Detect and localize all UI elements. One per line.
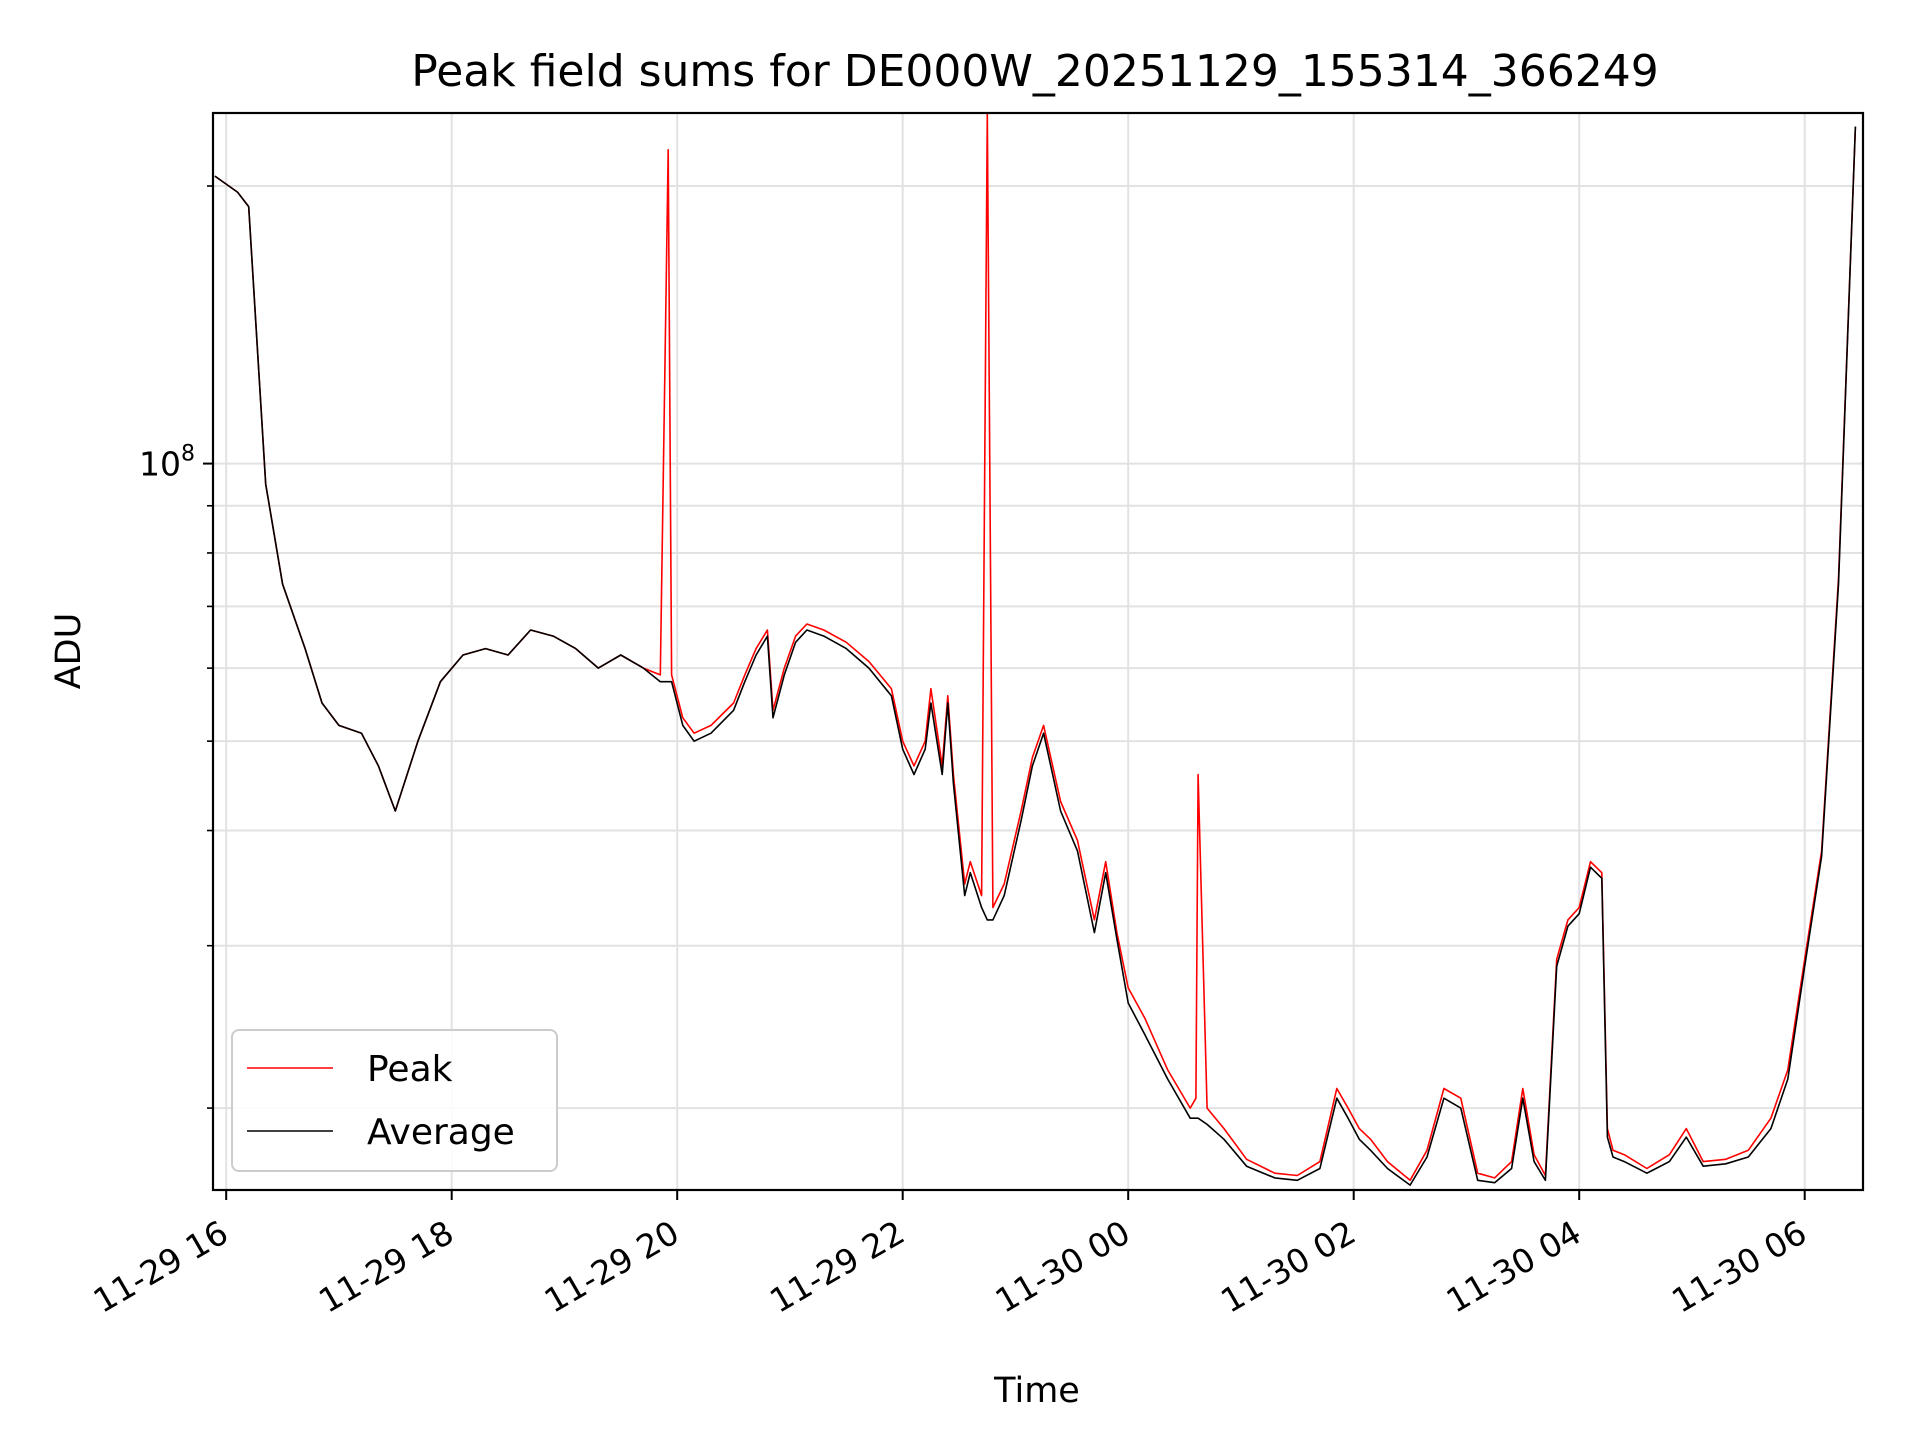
plot-series	[214, 112, 1857, 1186]
y-tick-label-exponent: 8	[181, 442, 195, 467]
y-axis: 108	[139, 185, 213, 1109]
y-axis-label: ADU	[49, 613, 89, 690]
y-tick-label: 108	[139, 442, 195, 484]
legend-label-peak: Peak	[367, 1049, 453, 1090]
legend-box	[231, 1029, 558, 1172]
grid	[213, 113, 1863, 1190]
legend-label-average: Average	[367, 1112, 515, 1153]
plot-frame	[211, 111, 1865, 1192]
legend: Peak Average	[231, 1029, 558, 1172]
chart-title: Peak field sums for DE000W_20251129_1553…	[411, 46, 1659, 97]
y-tick-label-base: 10	[139, 445, 181, 484]
x-axis-label: Time	[993, 1371, 1080, 1411]
series-line-average	[214, 126, 1857, 1186]
